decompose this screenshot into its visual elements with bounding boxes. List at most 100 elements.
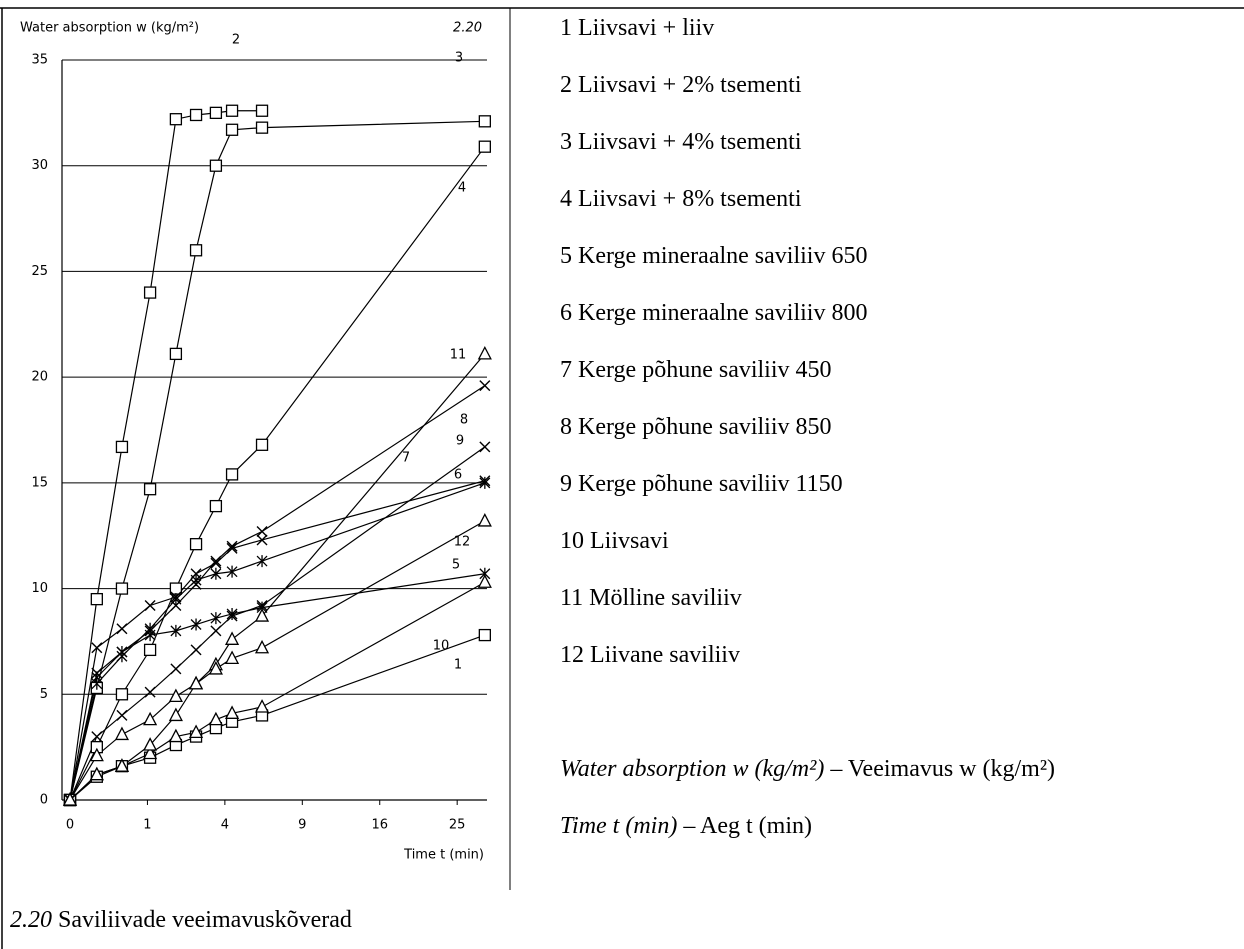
series-line: [69, 110, 263, 801]
legend-number: 2: [560, 72, 572, 98]
curve-label: 8: [460, 413, 468, 428]
marker: [190, 568, 202, 580]
curve-label: 2: [232, 33, 240, 48]
marker: [254, 608, 270, 622]
marker: [224, 705, 240, 719]
marker: [209, 159, 223, 172]
legend-text: Kerge põhune saviliiv 850: [578, 414, 832, 440]
curve-label: 5: [452, 558, 460, 573]
marker: [479, 441, 491, 453]
marker: [210, 612, 222, 625]
marker: [226, 610, 238, 622]
marker: [477, 574, 492, 588]
marker: [224, 631, 240, 645]
legend-number: 4: [560, 186, 572, 212]
spacer: [560, 684, 1200, 741]
marker: [479, 476, 491, 489]
marker: [255, 121, 269, 134]
series-line: [69, 581, 486, 801]
marker: [143, 745, 158, 760]
marker: [143, 711, 158, 726]
marker: [170, 663, 182, 675]
marker: [256, 534, 268, 546]
legend-item: 6 Kerge mineraalne saviliiv 800: [560, 285, 1200, 342]
marker: [477, 345, 492, 360]
marker: [143, 483, 157, 496]
series-line: [69, 634, 486, 801]
legend-text: Liivsavi + 8% tsementi: [578, 186, 802, 212]
y-tick-label: 20: [31, 370, 48, 385]
legend-number: 8: [560, 414, 572, 440]
series-line: [69, 446, 486, 801]
marker: [144, 625, 156, 637]
marker: [478, 140, 491, 153]
legend-number: 1: [560, 15, 572, 41]
chart-title: Water absorption w (kg/m²): [20, 21, 199, 36]
series-line: [69, 480, 485, 801]
x-tick-label: 1: [143, 818, 151, 833]
x-axis-label: Time t (min): [403, 848, 484, 863]
marker: [254, 639, 270, 654]
marker: [256, 555, 268, 568]
marker: [189, 538, 203, 551]
legend-item: 2 Liivsavi + 2% tsementi: [560, 57, 1200, 114]
legend-item: 10 Liivsavi: [560, 513, 1200, 570]
marker: [226, 542, 238, 554]
legend-text: Liivane saviliiv: [590, 642, 740, 668]
marker: [210, 555, 222, 567]
series-line: [69, 353, 486, 801]
marker: [143, 286, 157, 299]
note: Water absorption w (kg/m²) – Veeimavus w…: [560, 741, 1200, 798]
marker: [170, 599, 182, 611]
legend-text: Liivsavi + 4% tsementi: [578, 129, 802, 155]
legend-item: 9 Kerge põhune saviliiv 1150: [560, 456, 1200, 513]
y-tick-label: 5: [40, 687, 48, 702]
marker: [226, 565, 238, 578]
caption: 2.20 Saviliivade veeimavuskõverad: [10, 898, 352, 942]
curve-label: 11: [450, 348, 467, 363]
x-tick-label: 0: [66, 818, 74, 833]
x-tick-label: 4: [221, 818, 229, 833]
legend-text: Kerge põhune saviliiv 1150: [578, 471, 843, 497]
marker: [188, 675, 204, 690]
marker: [169, 113, 183, 126]
note-translation: – Veeimavus w (kg/m²): [830, 756, 1056, 782]
marker: [226, 540, 238, 552]
marker: [225, 123, 239, 136]
legend-item: 1 Liivsavi + liiv: [560, 0, 1200, 57]
legend-text: Kerge mineraalne saviliiv 800: [578, 300, 868, 326]
legend-text: Mölline saviliiv: [589, 585, 742, 611]
marker: [168, 688, 183, 703]
marker: [168, 728, 183, 743]
series-line: [69, 520, 486, 801]
note-term: Time t (min): [560, 813, 678, 839]
series-line: [69, 385, 486, 801]
marker: [115, 688, 129, 701]
marker: [91, 642, 103, 654]
legend-text: Kerge mineraalne saviliiv 650: [578, 243, 868, 269]
marker: [91, 731, 103, 743]
marker: [255, 438, 269, 451]
x-tick-label: 25: [449, 818, 466, 833]
marker: [91, 677, 103, 690]
marker: [188, 724, 204, 738]
marker: [189, 244, 203, 257]
x-tick-label: 9: [298, 818, 306, 833]
series-line: [69, 146, 486, 801]
legend-item: 4 Liivsavi + 8% tsementi: [560, 171, 1200, 228]
marker: [144, 622, 156, 635]
marker: [477, 513, 492, 527]
marker: [144, 686, 156, 698]
legend-number: 5: [560, 243, 572, 269]
y-tick-label: 25: [31, 264, 48, 279]
marker: [143, 643, 157, 657]
legend-item: 8 Kerge põhune saviliiv 850: [560, 399, 1200, 456]
curve-label: 3: [455, 51, 463, 66]
marker: [170, 591, 182, 603]
marker: [115, 582, 129, 595]
legend-text: Liivsavi + liiv: [578, 15, 715, 41]
marker: [254, 699, 270, 713]
marker: [89, 766, 104, 781]
